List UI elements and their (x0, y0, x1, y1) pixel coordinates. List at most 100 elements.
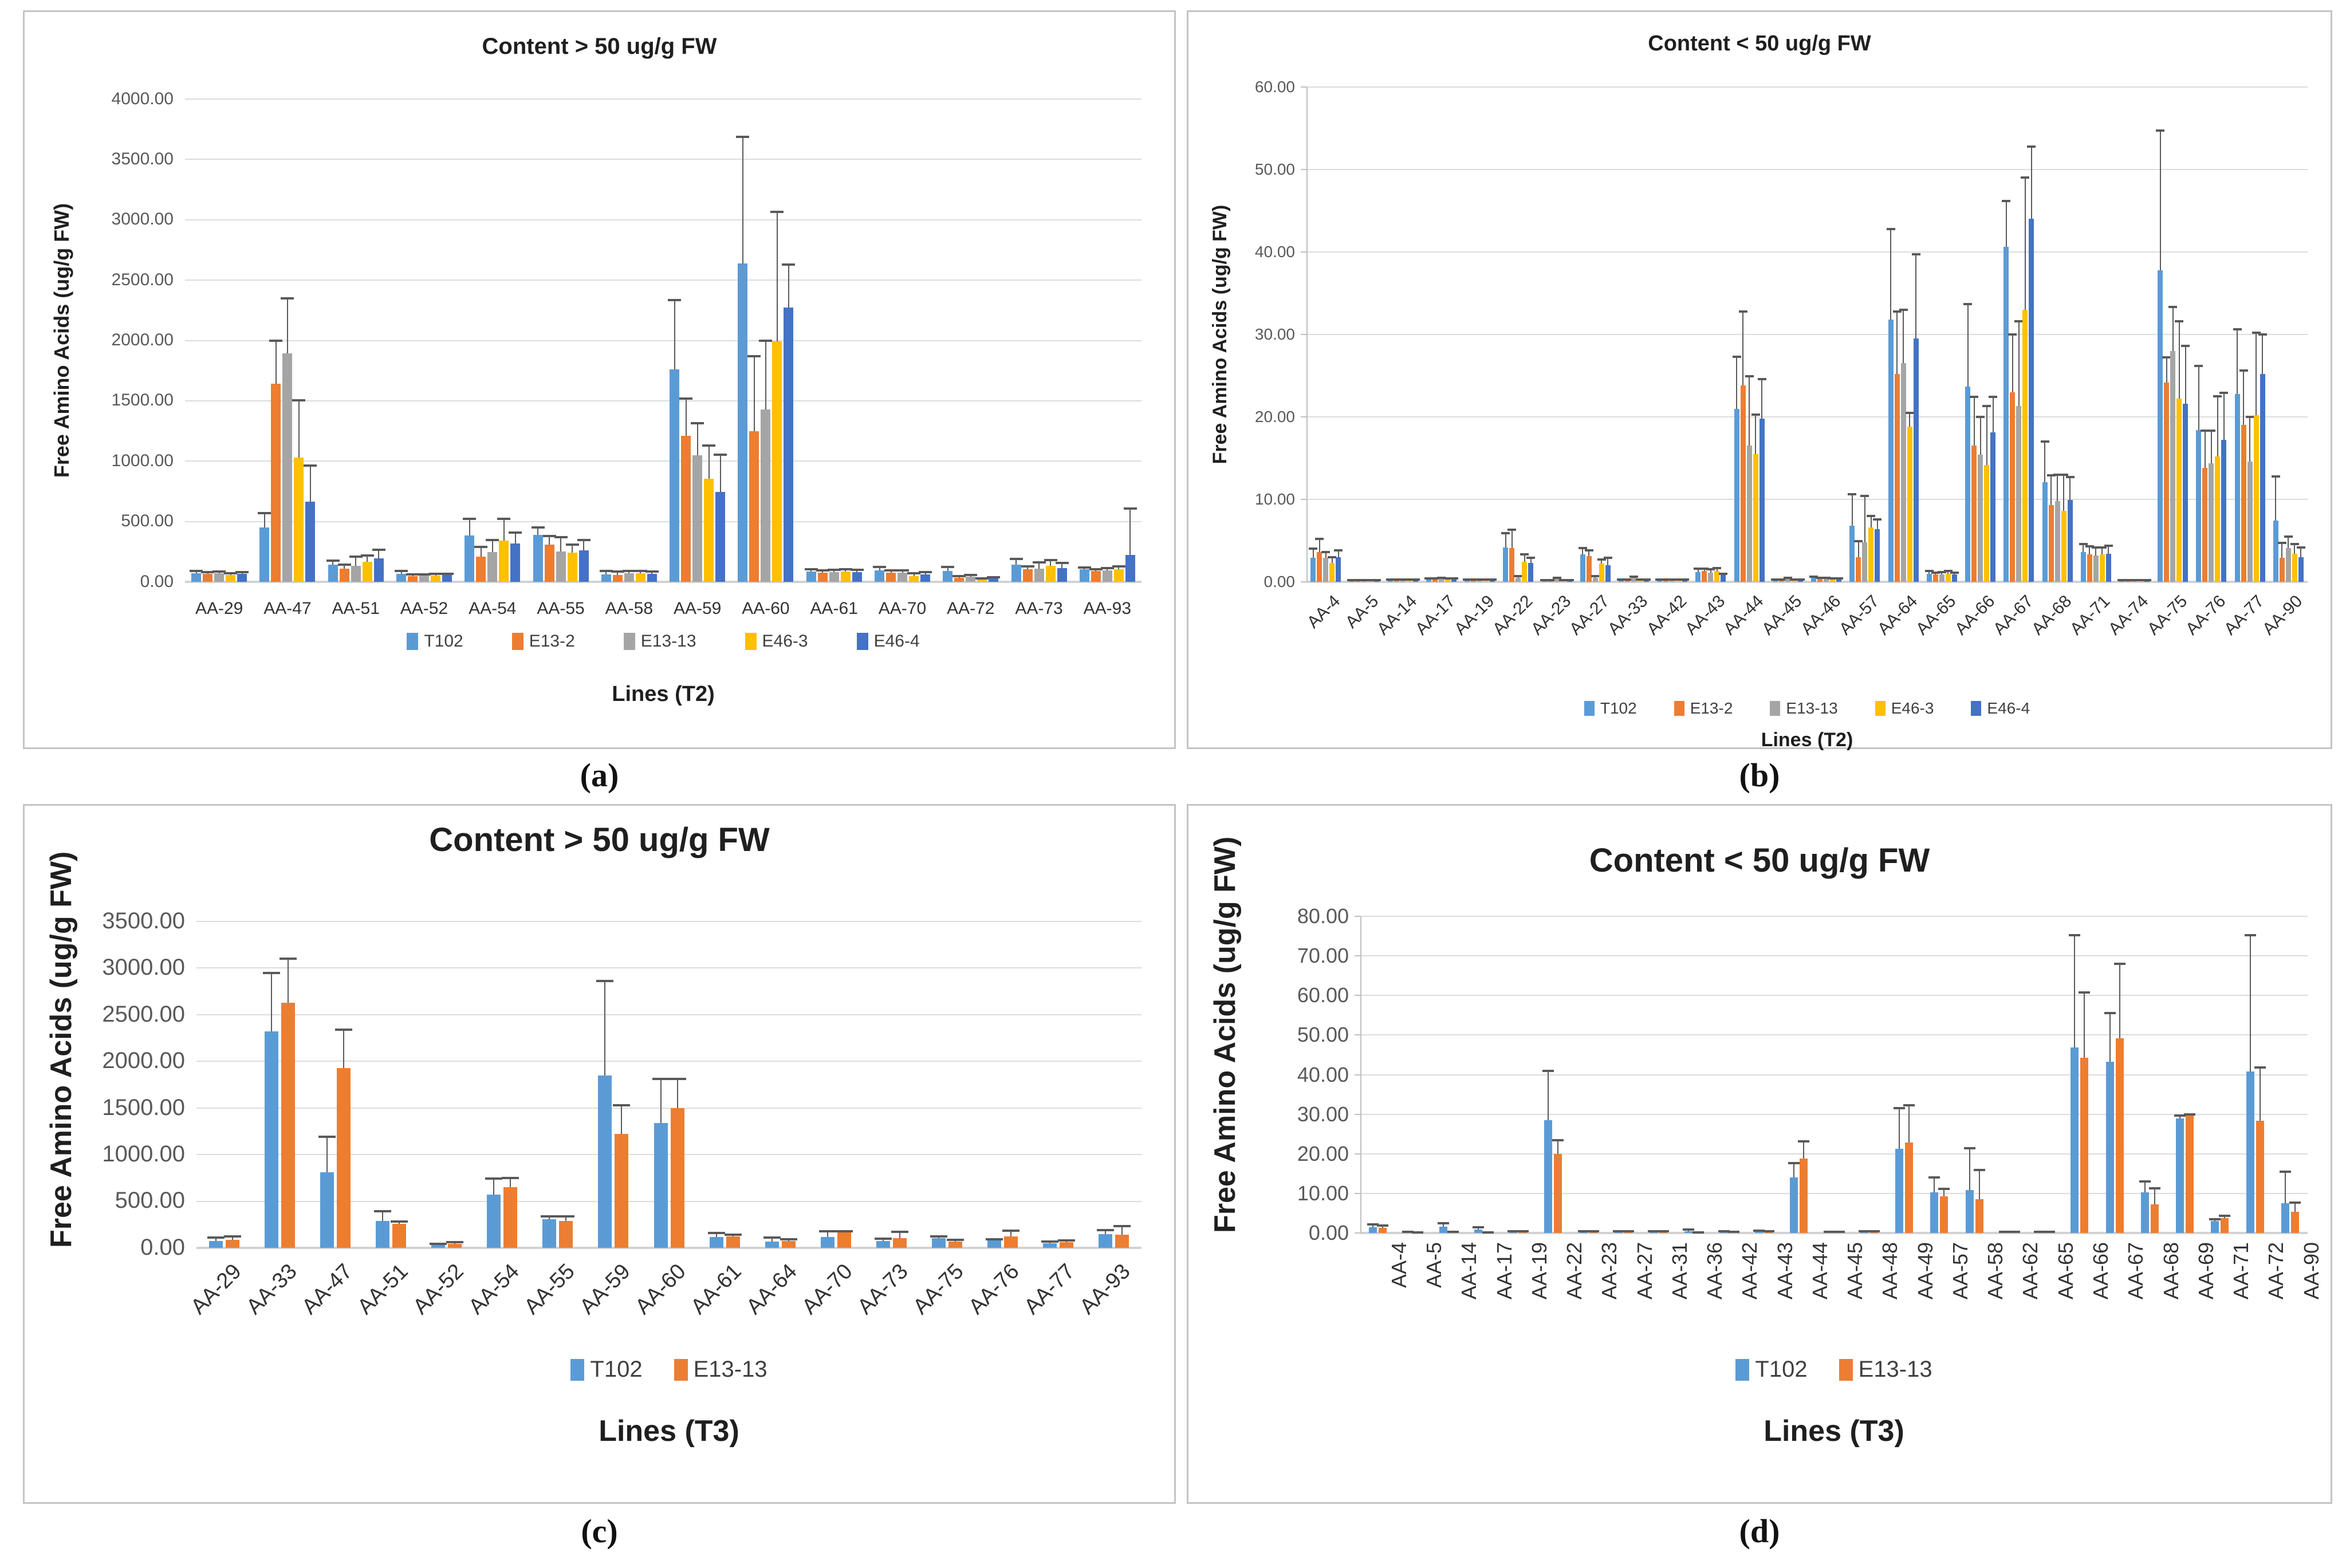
legend-item-T102: T102 (1584, 699, 1637, 718)
error-cap-AA-58-E13-13 (622, 570, 636, 573)
bar-AA-27-E46-4 (1605, 565, 1611, 582)
category-label-AA-4: AA-4 (1387, 1242, 1411, 1289)
category-label-AA-42: AA-42 (1738, 1242, 1762, 1300)
error-bar-AA-59-E46-4 (719, 454, 721, 492)
error-cap-AA-4-E13-13 (1321, 551, 1331, 554)
category-label-AA-72: AA-72 (2264, 1242, 2288, 1300)
error-cap-AA-52-E13-13 (418, 573, 431, 576)
error-bar-AA-77-T102 (2237, 329, 2238, 394)
bar-AA-73-E46-3 (1045, 566, 1056, 582)
error-cap-AA-71-E13-13 (2091, 546, 2100, 549)
bar-AA-19-E13-2 (1471, 580, 1477, 582)
y-axis-tick (1301, 251, 1306, 253)
legend-swatch-E13-2 (511, 633, 523, 650)
error-bar-AA-71-E46-3 (2101, 547, 2103, 555)
bar-AA-55-E13-13 (556, 551, 566, 582)
legend-item-E13-13: E13-13 (623, 632, 696, 651)
error-cap-AA-43-T102 (1753, 1229, 1765, 1232)
error-cap-AA-55-E13-13 (554, 535, 568, 538)
bar-AA-4-E46-4 (1336, 557, 1341, 582)
error-cap-AA-93-E13-13 (1113, 1225, 1131, 1228)
error-cap-AA-42-T102 (1718, 1230, 1730, 1233)
bar-AA-23-E46-4 (1566, 581, 1572, 582)
error-bar-AA-67-E46-4 (2030, 146, 2032, 219)
y-axis-tick (1301, 86, 1306, 88)
error-bar-AA-73-T102 (882, 1238, 884, 1242)
error-cap-AA-44-E13-13 (1745, 375, 1754, 378)
error-cap-AA-70-E13-13 (835, 1230, 853, 1232)
bar-AA-71-E13-2 (2087, 554, 2092, 582)
gridline-20 (1360, 1153, 2308, 1155)
y-axis-tick (1301, 169, 1306, 170)
error-cap-AA-29-E46-3 (224, 572, 238, 575)
bar-AA-90-T102 (2281, 1203, 2289, 1233)
bar-AA-73-E13-13 (1034, 568, 1044, 582)
error-cap-AA-52-T102 (395, 570, 408, 573)
bar-AA-5-E13-2 (1355, 581, 1361, 582)
error-bar-AA-59-T102 (604, 981, 606, 1075)
error-bar-AA-59-T102 (674, 300, 675, 370)
bar-AA-70-E13-13 (837, 1232, 851, 1248)
gridline-500 (185, 521, 1141, 522)
gridline-30 (1306, 334, 2308, 335)
error-cap-AA-73-E46-4 (1055, 562, 1069, 565)
error-bar-AA-43-E13-13 (1710, 569, 1711, 573)
bar-AA-47-E46-4 (305, 501, 316, 582)
error-bar-AA-54-T102 (493, 1179, 495, 1195)
chart-a-title: Content > 50 ug/g FW (482, 34, 717, 59)
error-cap-AA-59-E13-13 (613, 1104, 631, 1106)
error-cap-AA-52-E13-2 (406, 573, 419, 576)
error-bar-AA-51-E13-13 (355, 557, 357, 566)
error-cap-AA-75-E13-2 (2162, 356, 2171, 359)
error-cap-AA-43-E46-3 (1713, 566, 1722, 569)
error-cap-AA-64-E13-13 (780, 1238, 797, 1241)
bar-AA-68-E13-13 (2054, 501, 2060, 582)
error-cap-AA-4-T102 (1367, 1223, 1379, 1226)
error-bar-AA-73-E13-2 (1027, 566, 1029, 569)
bar-AA-33-T102 (265, 1031, 279, 1248)
bar-AA-64-E46-3 (1907, 427, 1912, 582)
legend-swatch-E46-3 (1875, 701, 1886, 716)
legend-swatch-E13-13 (1770, 701, 1781, 716)
error-cap-AA-43-E13-2 (1700, 567, 1709, 570)
error-cap-AA-19-E13-13 (1475, 578, 1485, 581)
error-cap-AA-69-T102 (2174, 1114, 2186, 1117)
bar-AA-90-T102 (2273, 521, 2278, 582)
bar-AA-14-E46-3 (1406, 580, 1412, 582)
bar-AA-27-T102 (1580, 554, 1585, 582)
legend-item-E46-3: E46-3 (745, 632, 808, 651)
error-cap-AA-46-T102 (1809, 576, 1818, 578)
gridline-30 (1360, 1113, 2308, 1115)
bar-AA-59-T102 (598, 1075, 612, 1248)
gridline-50 (1306, 169, 2308, 170)
error-bar-AA-64-T102 (1890, 228, 1892, 320)
error-cap-AA-23-E13-2 (1546, 579, 1555, 582)
error-cap-AA-54-E13-2 (474, 546, 488, 549)
bar-AA-47-T102 (259, 527, 270, 582)
bar-AA-59-E13-2 (681, 435, 691, 582)
category-label-AA-62: AA-62 (2018, 1242, 2042, 1300)
error-cap-AA-65-T102 (1924, 570, 1934, 573)
y-tick-0: 0.00 (140, 572, 174, 591)
bar-AA-22-E13-13 (1516, 577, 1521, 582)
error-cap-AA-68-E13-2 (2046, 474, 2056, 477)
legend-swatch-T102 (570, 1358, 585, 1381)
error-cap-AA-48-E13-13 (1868, 1230, 1880, 1233)
error-bar-AA-68-E13-13 (2154, 1188, 2155, 1205)
bar-AA-36-T102 (1684, 1231, 1693, 1233)
error-cap-AA-23-T102 (1577, 1230, 1589, 1233)
bar-AA-52-T102 (431, 1245, 446, 1248)
error-cap-AA-66-E13-13 (2079, 991, 2091, 994)
error-cap-AA-4-E46-4 (1334, 549, 1343, 552)
error-bar-AA-77-E13-2 (2243, 371, 2245, 426)
bar-AA-4-E13-13 (1323, 558, 1329, 582)
bar-AA-29-E46-4 (237, 574, 247, 582)
error-cap-AA-90-E46-4 (2296, 546, 2305, 549)
y-axis-line (1360, 916, 1361, 1233)
error-bar-AA-64-E13-13 (1903, 309, 1904, 364)
bar-AA-42-T102 (1657, 580, 1663, 582)
bar-AA-76-E13-13 (2209, 463, 2214, 582)
error-cap-AA-68-T102 (2040, 440, 2049, 443)
error-cap-AA-75-E46-4 (2181, 345, 2190, 348)
legend-swatch-E46-4 (1971, 701, 1982, 716)
